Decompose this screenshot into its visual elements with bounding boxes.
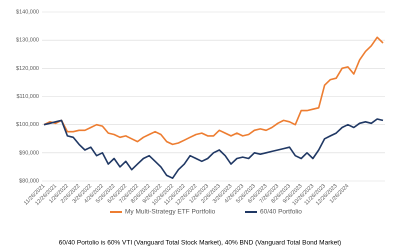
legend-label: 60/40 Portfolio [260,209,302,216]
y-tick-label: $90,000 [19,150,39,156]
y-tick-label: $120,000 [16,66,39,72]
y-tick-label: $80,000 [19,178,39,184]
footnote: 60/40 Portolio is 60% VTI (Vanguard Tota… [59,240,341,247]
y-tick-label: $110,000 [16,94,39,100]
series-line [43,36,384,146]
y-tick-label: $100,000 [16,122,39,128]
y-tick-label: $130,000 [16,38,39,44]
legend-label: My Multi-Strategy ETF Portfolio [125,209,216,216]
series-line [43,118,384,179]
y-tick-label: $140,000 [16,9,39,15]
